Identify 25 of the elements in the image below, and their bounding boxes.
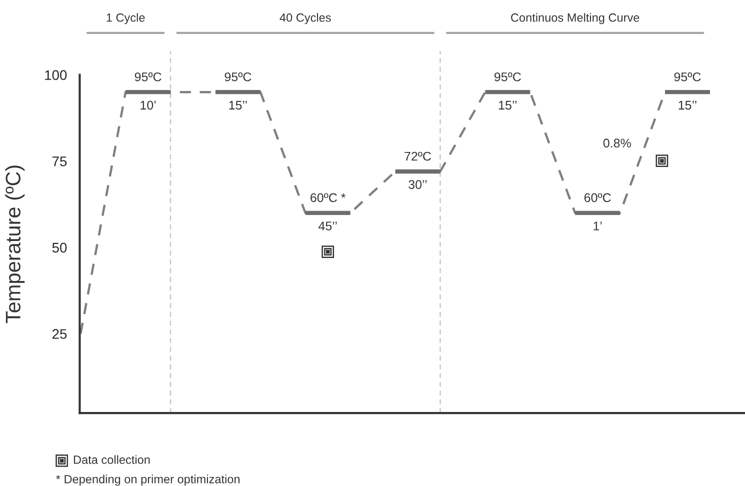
annotation: 72ºC: [404, 152, 432, 161]
annotation: 95ºC: [224, 72, 252, 82]
annotation: 95ºC: [134, 72, 162, 82]
annotation: 15’’: [498, 100, 516, 110]
annotation: 60ºC: [584, 193, 611, 202]
annotation: 60ºC *: [310, 193, 346, 202]
annotation: 45’’: [318, 222, 337, 230]
y-axis-title: Temperature (ºC): [5, 166, 25, 324]
y-tick-label: 75: [52, 156, 67, 166]
text: Data collection: [74, 455, 150, 464]
annotation: 15’’: [229, 100, 247, 110]
annotation: 0.8%: [603, 138, 631, 148]
text: 1 Cycle: [106, 13, 145, 24]
annotation: 95ºC: [674, 72, 701, 82]
annotation: 1’: [594, 222, 602, 230]
y-tick-label: 25: [52, 329, 67, 339]
y-tick-label: 100: [45, 70, 67, 80]
annotation: 95ºC: [494, 72, 521, 82]
text: * Depending on primer optimization: [56, 474, 240, 486]
annotation: 10’: [140, 100, 156, 110]
y-tick-label: 50: [52, 242, 67, 253]
text: Continuos Melting Curve: [511, 13, 640, 24]
annotation: 30’’: [408, 180, 427, 190]
annotation: 15’’: [678, 100, 696, 110]
text: 40 Cycles: [280, 13, 331, 24]
